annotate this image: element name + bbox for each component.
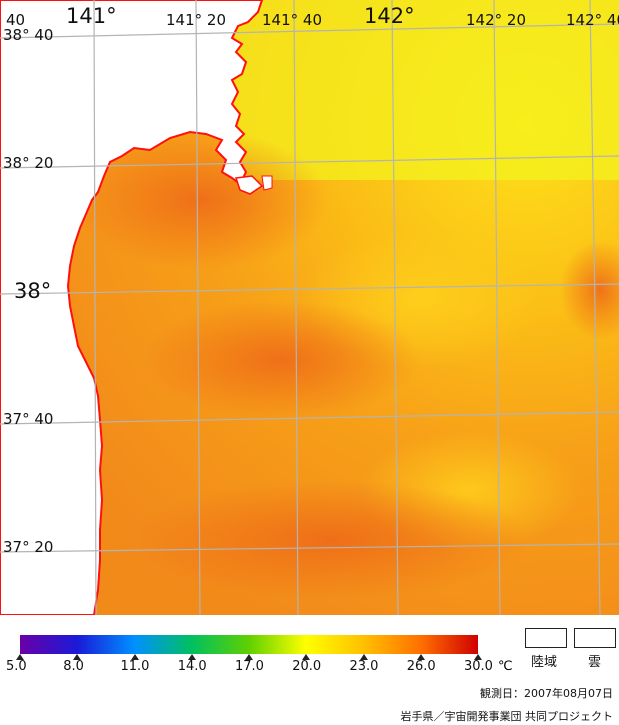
credit-line: 岩手県／宇宙開発事業団 共同プロジェクト — [400, 710, 614, 723]
observation-date: 観測日：2007年08月07日 — [480, 687, 613, 700]
cloud-legend-swatch — [574, 628, 616, 648]
warm-patch-east — [560, 240, 619, 340]
colorbar-tick-mark — [474, 654, 482, 660]
colorbar-tick-mark — [302, 654, 311, 660]
offshore-fleck — [261, 175, 273, 191]
colorbar-tick-label: 23.0 — [349, 659, 379, 674]
colorbar-tick-label: 11.0 — [120, 659, 150, 674]
colorbar-tick-mark — [130, 654, 139, 660]
lon-label: 40 — [6, 11, 26, 29]
lat-label: 37° 40 — [3, 410, 54, 428]
colorbar-tick-label: 20.0 — [292, 659, 322, 674]
sst-map — [0, 0, 619, 615]
graticule — [0, 0, 619, 615]
land-legend-swatch — [525, 628, 567, 648]
colorbar-tick-label: 5.0 — [6, 659, 27, 674]
colorbar-tick-mark — [16, 654, 24, 660]
colorbar-tick-mark — [359, 654, 368, 660]
lon-label: 142° — [364, 4, 415, 28]
warm-patch-central — [140, 300, 420, 420]
cloud-legend-label: 雲 — [588, 655, 602, 670]
offshore-fleck — [234, 175, 264, 195]
lat-label: 38° — [14, 279, 52, 303]
temperature-colorbar — [20, 635, 478, 654]
lat-label: 37° 20 — [3, 538, 54, 556]
lon-label: 142° 40 — [566, 11, 619, 29]
colorbar-tick-label: 26.0 — [406, 659, 436, 674]
colorbar-tick-label: 17.0 — [235, 659, 264, 674]
colorbar-tick-label: 14.0 — [177, 659, 207, 674]
warm-patch-south — [130, 480, 530, 600]
lon-label: 141° 20 — [166, 11, 226, 29]
colorbar-tick-mark — [416, 654, 425, 660]
colorbar-tick-label: 8.0 — [63, 659, 84, 674]
lat-label: 38° 40 — [3, 26, 54, 44]
lon-label: 141° — [66, 4, 117, 28]
colorbar-tick-label: 30.0 — [464, 659, 493, 674]
lat-label: 38° 20 — [3, 154, 54, 172]
colorbar-tick-mark — [73, 654, 82, 660]
land-area — [0, 0, 264, 615]
unit-label: ℃ — [498, 659, 513, 674]
colorbar-tick-mark — [187, 654, 196, 660]
lon-label: 142° 20 — [466, 11, 526, 29]
land-legend-label: 陸域 — [531, 655, 558, 670]
lon-label: 141° 40 — [262, 11, 322, 29]
colorbar-tick-mark — [245, 654, 253, 660]
